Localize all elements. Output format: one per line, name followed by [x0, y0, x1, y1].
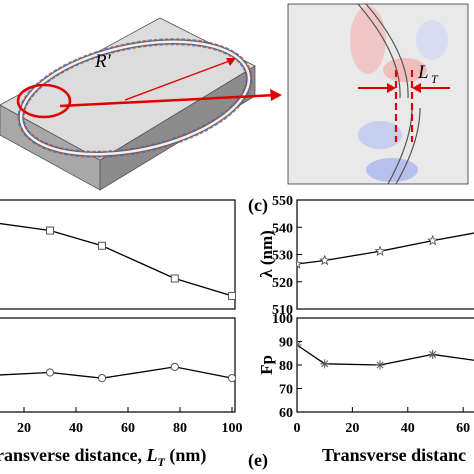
- ring-resonator-3d-illustration: R′: [0, 17, 282, 191]
- y-tick-label: 550: [272, 194, 293, 209]
- data-point: [170, 362, 179, 371]
- y-tick-label: 540: [272, 221, 293, 236]
- data-point: [297, 258, 303, 269]
- data-point: [427, 234, 439, 246]
- data-point: [97, 374, 107, 383]
- data-point: [320, 359, 330, 369]
- panel-e-plot: [297, 340, 474, 370]
- panel-e-y-axis-ticks: 60 70 80 90 100: [272, 312, 302, 421]
- x-tick-label: 40: [69, 421, 83, 436]
- data-point: [374, 245, 386, 256]
- x-tick-label: 0: [294, 421, 301, 436]
- panel-b: 20 40 60 80 100 ransverse distance, LT (nm): [0, 199, 243, 469]
- panel-c-e: (c) (e) λ (nm) Fp 510 520 530 540 550 60 70 80…: [248, 194, 474, 471]
- y-tick-label: 530: [272, 249, 293, 264]
- panel-b-lower-frame: [0, 317, 236, 413]
- panel-e-label: (e): [248, 450, 268, 471]
- panel-e-x-axis-label: Transverse distanc: [322, 445, 466, 465]
- panel-c-label: (c): [248, 195, 268, 216]
- panel-e-y-axis-label: Fp: [257, 355, 276, 375]
- data-point: [46, 226, 54, 235]
- data-point: [428, 349, 438, 359]
- y-tick-label: 70: [279, 383, 293, 398]
- data-point: [98, 241, 106, 250]
- y-tick-label: 100: [272, 312, 293, 327]
- panel-c-y-axis-label: λ (nm): [257, 230, 276, 278]
- x-tick-label: 100: [222, 421, 243, 436]
- data-point: [228, 291, 235, 300]
- data-point: [297, 340, 302, 350]
- series-line: [0, 222, 233, 297]
- x-tick-label: 80: [173, 421, 187, 436]
- data-point: [170, 274, 179, 283]
- x-tick-label: 40: [401, 421, 415, 436]
- y-tick-label: 520: [272, 276, 293, 291]
- panel-e-x-axis-ticks: 0 20 40 60: [294, 407, 470, 436]
- x-tick-label: 20: [17, 421, 31, 436]
- radius-label: R′: [94, 51, 112, 72]
- gap-width-label: L: [417, 62, 429, 83]
- panel-c-plot: [297, 232, 474, 269]
- panel-b-x-axis-ticks: 20 40 60 80 100: [17, 407, 243, 436]
- series-line: [0, 366, 233, 379]
- data-point: [375, 360, 385, 370]
- x-tick-label: 20: [345, 421, 359, 436]
- panel-b-lower-plot: [0, 362, 235, 383]
- x-tick-label: 60: [121, 421, 135, 436]
- panel-b-upper-plot: [0, 222, 235, 300]
- panel-b-upper-frame: [0, 199, 236, 310]
- y-tick-label: 90: [279, 336, 293, 351]
- y-tick-label: 80: [279, 359, 293, 374]
- x-tick-label: 60: [456, 421, 470, 436]
- panel-c-y-axis-ticks: 510 520 530 540 550: [272, 194, 302, 318]
- data-point: [227, 374, 235, 383]
- gap-width-label-subscript: T: [431, 72, 439, 86]
- panel-b-x-axis-label: ransverse distance, LT (nm): [0, 445, 206, 469]
- data-point: [319, 254, 331, 266]
- y-tick-label: 510: [272, 303, 293, 318]
- field-zoom-inset: L T: [287, 3, 469, 185]
- data-point: [45, 368, 55, 377]
- panel-c-frame: [296, 199, 474, 310]
- y-tick-label: 60: [279, 406, 293, 421]
